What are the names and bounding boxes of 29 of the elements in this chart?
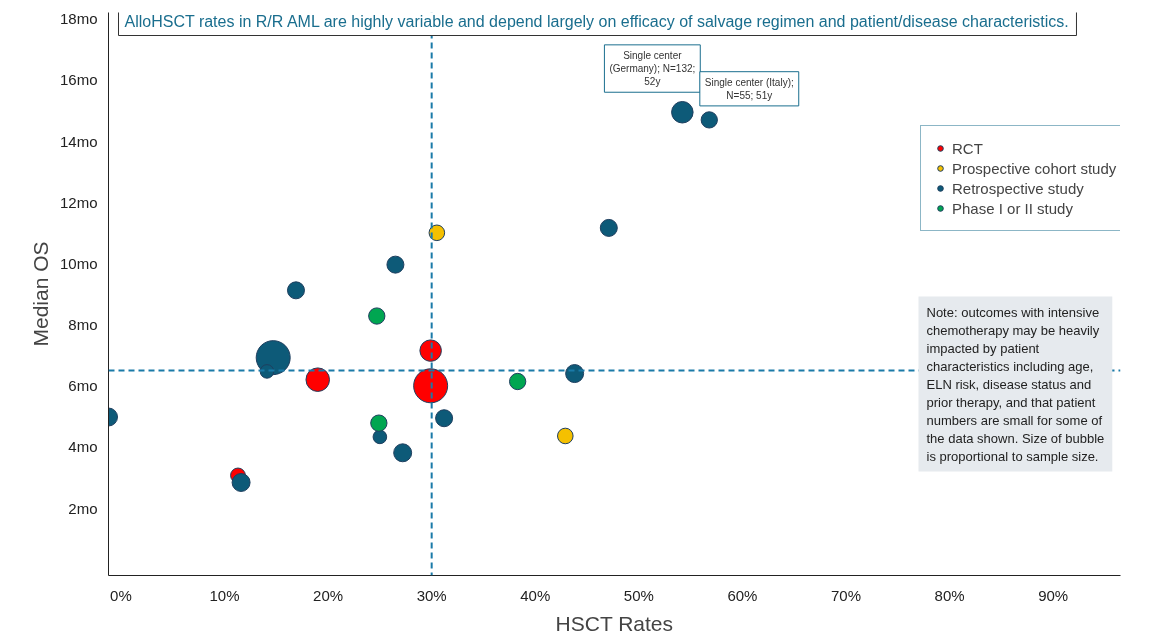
x-tick-label: 60% [727,586,758,604]
x-tick-label: 20% [313,586,344,604]
chart-title: AlloHSCT rates in R/R AML are highly variable and depend largely on efficacy of salvage regimen and patient/disease characteristics. [124,12,1069,30]
y-tick-label: 12mo [59,193,98,211]
y-tick-label: 2mo [68,499,98,517]
x-tick-label: 10% [209,586,240,604]
y-tick-label: 18mo [59,10,98,28]
x-tick-label: 70% [831,586,862,604]
y-tick-label: 8mo [68,316,98,334]
x-axis-title: HSCT Rates [555,611,674,635]
x-tick-label: 50% [623,586,654,604]
x-tick-label: 30% [416,586,447,604]
text: Note: outcomes with intensive chemotherapy may be heavily impacted by patient characteristics including age, ELN risk, disease status and prior therapy, and that patient numbers are small for some of the data shown. Size of bubble is proportional to sample size. [926,304,1105,464]
legend-label: Phase I or II study [952,199,1073,217]
annotation: Single center (Germany); N=132; 52y [609,49,696,88]
legend-label: RCT [952,139,983,157]
y-tick-label: 16mo [59,71,98,89]
legend-label: Retrospective study [952,179,1084,197]
x-tick-label: 90% [1038,586,1069,604]
y-tick-label: 4mo [68,438,98,456]
x-tick-label: 80% [934,586,965,604]
y-tick-label: 6mo [68,377,98,395]
legend-label: Prospective cohort study [952,159,1117,177]
y-axis-title: Median OS [28,241,52,347]
x-tick-label: 40% [520,586,551,604]
y-tick-label: 14mo [59,132,98,150]
x-tick-label: 0% [110,586,132,604]
y-tick-label: 10mo [59,254,98,272]
annotation: Single center (Italy); N=55; 51y [704,76,794,101]
